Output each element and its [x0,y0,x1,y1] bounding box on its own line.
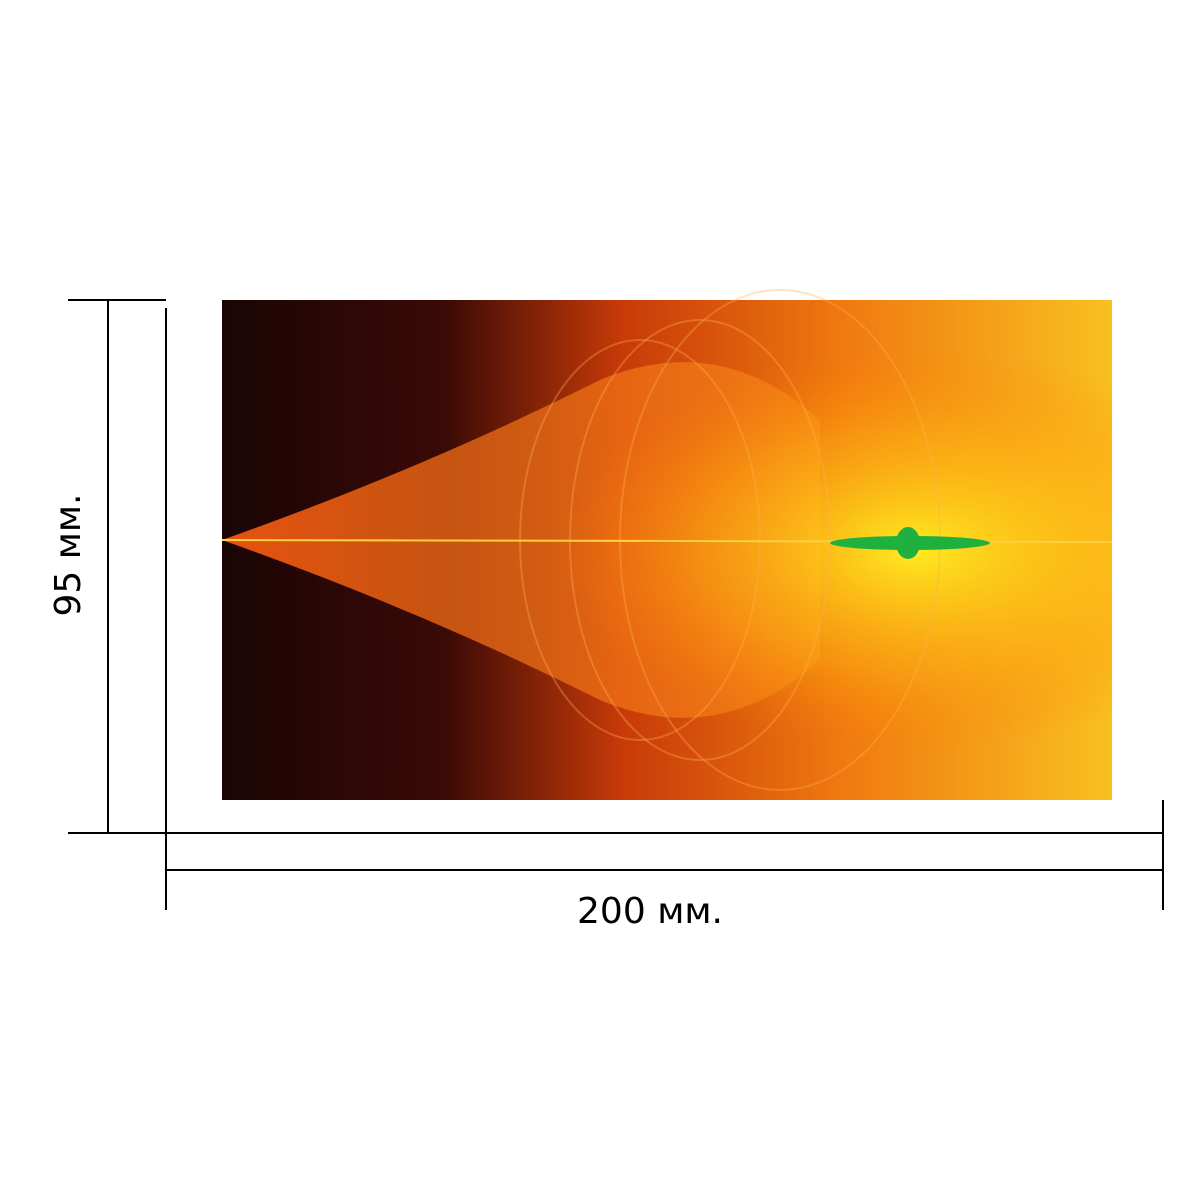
dimension-lines [68,299,1164,910]
image-green-core [896,527,920,559]
width-label: 200 мм. [577,891,723,932]
image-glow [222,300,1112,800]
height-label: 95 мм. [48,493,89,616]
product-image [221,289,1113,800]
